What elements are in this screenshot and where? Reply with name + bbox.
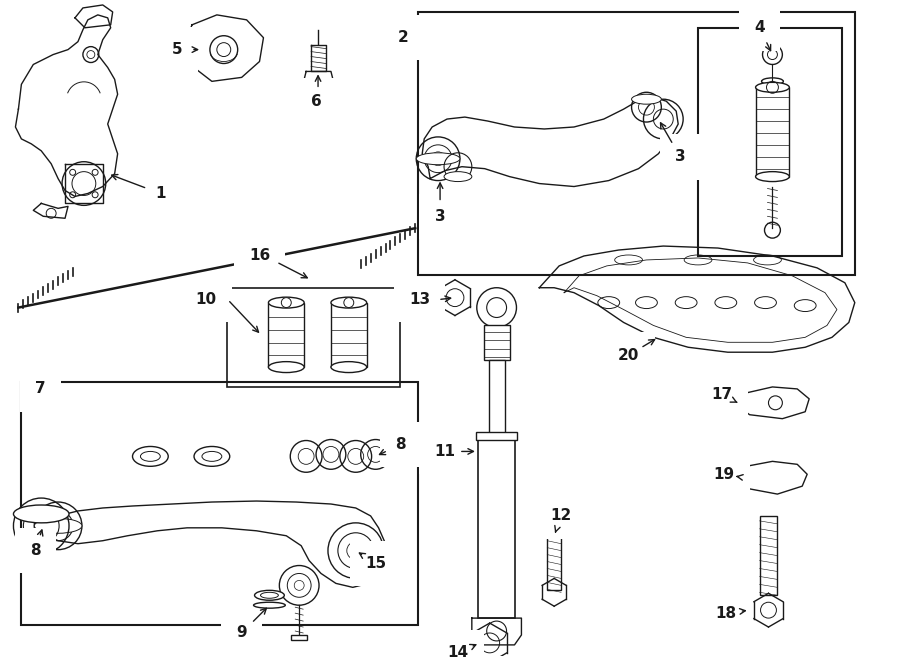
Text: 2: 2 [398, 30, 409, 45]
Bar [756, 87, 789, 176]
Bar [227, 288, 400, 387]
Text: 8: 8 [395, 437, 406, 452]
Circle shape [344, 297, 354, 307]
Bar [268, 303, 304, 367]
Polygon shape [734, 461, 807, 494]
Circle shape [477, 288, 517, 327]
Ellipse shape [255, 590, 284, 600]
Ellipse shape [444, 172, 472, 182]
Ellipse shape [632, 95, 662, 104]
Text: 13: 13 [409, 292, 430, 307]
Ellipse shape [756, 172, 789, 182]
Ellipse shape [331, 297, 366, 308]
Polygon shape [15, 15, 118, 196]
Text: 1: 1 [155, 186, 166, 201]
Bar [476, 432, 518, 440]
Polygon shape [311, 45, 326, 71]
Text: 16: 16 [249, 249, 270, 264]
Bar [489, 360, 505, 434]
Text: 20: 20 [618, 348, 639, 363]
Text: 17: 17 [711, 387, 733, 403]
Ellipse shape [417, 153, 460, 165]
Polygon shape [723, 391, 738, 407]
Ellipse shape [254, 602, 285, 608]
Text: 14: 14 [447, 645, 469, 660]
Bar [331, 303, 366, 367]
Polygon shape [472, 618, 521, 645]
Ellipse shape [194, 446, 230, 466]
Bar [22, 382, 418, 625]
Text: 10: 10 [195, 292, 217, 307]
Polygon shape [184, 15, 264, 81]
Text: 5: 5 [172, 42, 183, 57]
Ellipse shape [756, 83, 789, 93]
Bar [418, 12, 855, 275]
Text: 6: 6 [310, 94, 321, 108]
Bar [478, 434, 516, 618]
Text: 3: 3 [435, 209, 446, 224]
Text: 19: 19 [714, 467, 734, 482]
Polygon shape [41, 501, 385, 588]
Ellipse shape [34, 518, 82, 533]
Text: 3: 3 [675, 149, 686, 165]
Ellipse shape [331, 362, 366, 373]
Circle shape [279, 566, 319, 605]
Polygon shape [75, 5, 112, 28]
Bar [292, 635, 307, 640]
Polygon shape [422, 97, 679, 186]
Polygon shape [735, 387, 809, 418]
Polygon shape [539, 246, 855, 352]
Text: 11: 11 [435, 444, 455, 459]
Polygon shape [65, 164, 103, 204]
Text: 7: 7 [35, 381, 46, 397]
Ellipse shape [14, 505, 69, 523]
Text: 9: 9 [237, 625, 247, 641]
Polygon shape [33, 204, 68, 218]
Polygon shape [304, 71, 333, 87]
Ellipse shape [132, 446, 168, 466]
Text: 8: 8 [30, 543, 40, 558]
Text: 4: 4 [754, 20, 765, 35]
Text: 12: 12 [551, 508, 572, 524]
Text: 15: 15 [365, 556, 386, 571]
Circle shape [282, 297, 292, 307]
Bar [483, 325, 509, 360]
Bar [760, 516, 778, 596]
Ellipse shape [268, 362, 304, 373]
Ellipse shape [268, 297, 304, 308]
Text: 18: 18 [716, 605, 736, 621]
Bar [698, 28, 842, 256]
Bar [547, 536, 561, 590]
